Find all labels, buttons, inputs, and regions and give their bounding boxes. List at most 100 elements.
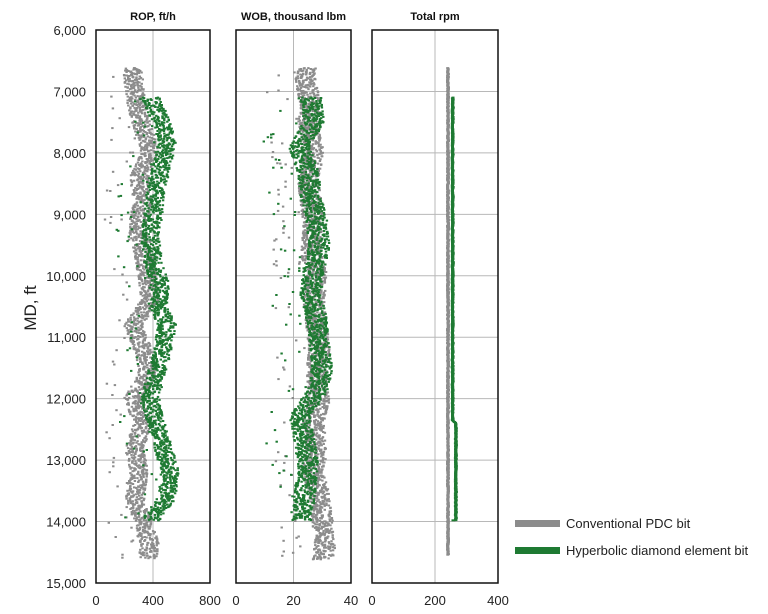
- data-point: [149, 356, 152, 359]
- data-point: [150, 298, 153, 301]
- data-point: [154, 422, 157, 424]
- data-point: [314, 67, 317, 70]
- data-point: [142, 146, 146, 149]
- data-point: [165, 503, 169, 506]
- data-point: [153, 375, 157, 378]
- data-point: [137, 419, 141, 422]
- data-point: [316, 311, 319, 314]
- data-point: [153, 261, 157, 264]
- data-point: [141, 165, 144, 168]
- data-point: [139, 405, 143, 408]
- data-point: [143, 100, 147, 102]
- data-point: [145, 508, 148, 510]
- panel-1: ROP, ft/h0 400 800: [92, 11, 220, 608]
- data-point: [129, 472, 132, 475]
- data-point: [166, 486, 169, 489]
- data-point: [143, 149, 146, 152]
- data-point: [155, 210, 158, 213]
- data-point: [157, 158, 160, 160]
- data-point: [171, 482, 174, 484]
- data-point: [165, 139, 169, 142]
- data-point: [125, 74, 128, 77]
- data-point: [158, 485, 161, 488]
- data-point: [150, 110, 153, 113]
- data-point: [307, 67, 310, 70]
- data-point: [127, 318, 130, 321]
- data-point: [162, 267, 165, 270]
- data-point: [166, 476, 169, 479]
- data-point: [144, 344, 148, 347]
- data-point: [146, 219, 150, 222]
- data-point: [163, 343, 166, 346]
- data-point: [318, 244, 322, 247]
- data-point: [294, 77, 297, 80]
- data-point: [157, 319, 160, 322]
- data-point: [170, 472, 173, 475]
- data-point: [159, 190, 162, 193]
- data-point: [304, 255, 307, 258]
- data-point: [144, 556, 147, 559]
- data-point: [149, 513, 152, 516]
- data-point: [124, 69, 127, 72]
- data-point: [153, 400, 156, 403]
- data-point: [151, 431, 154, 434]
- data-point: [143, 172, 147, 175]
- data-point: [157, 182, 161, 185]
- data-point: [320, 297, 323, 300]
- data-point: [148, 406, 151, 409]
- data-point: [134, 380, 137, 383]
- data-point: [142, 519, 145, 522]
- data-point: [139, 76, 143, 79]
- data-point: [145, 313, 149, 316]
- data-point: [308, 71, 312, 74]
- data-point: [135, 252, 138, 255]
- data-point: [159, 177, 163, 180]
- data-point: [137, 105, 140, 108]
- data-point: [148, 423, 152, 426]
- data-point: [133, 396, 136, 399]
- data-point: [154, 165, 157, 168]
- data-point: [150, 243, 153, 246]
- data-point: [143, 359, 146, 362]
- data-point: [149, 199, 152, 202]
- data-point: [160, 414, 164, 417]
- data-point: [129, 448, 132, 451]
- data-point: [159, 379, 162, 382]
- data-point: [316, 91, 320, 94]
- data-point: [131, 495, 135, 498]
- data-point: [159, 302, 163, 305]
- data-point: [161, 449, 164, 452]
- data-point: [158, 453, 161, 455]
- data-point: [160, 150, 164, 153]
- data-point: [172, 141, 176, 144]
- data-point: [155, 97, 158, 100]
- data-point: [141, 171, 145, 174]
- data-point: [163, 297, 167, 300]
- data-point: [151, 159, 155, 162]
- data-point: [164, 115, 167, 118]
- data-point: [302, 225, 306, 228]
- data-point: [146, 364, 149, 366]
- data-point: [138, 382, 142, 385]
- data-point: [139, 251, 143, 254]
- data-point: [131, 430, 135, 433]
- data-point: [151, 239, 154, 242]
- data-point: [109, 190, 112, 192]
- data-point: [153, 442, 156, 445]
- data-point: [302, 136, 306, 139]
- data-point: [311, 209, 315, 212]
- data-point: [146, 175, 150, 178]
- data-point: [130, 385, 133, 388]
- data-point: [131, 490, 135, 493]
- data-point: [158, 503, 162, 506]
- data-point: [135, 189, 138, 191]
- data-point: [160, 484, 163, 487]
- data-point: [274, 307, 278, 310]
- data-point: [148, 403, 151, 406]
- data-point: [143, 554, 146, 557]
- data-point: [305, 128, 309, 131]
- data-point: [142, 375, 145, 378]
- data-point: [165, 449, 169, 452]
- data-point: [139, 259, 142, 262]
- data-point: [141, 200, 144, 203]
